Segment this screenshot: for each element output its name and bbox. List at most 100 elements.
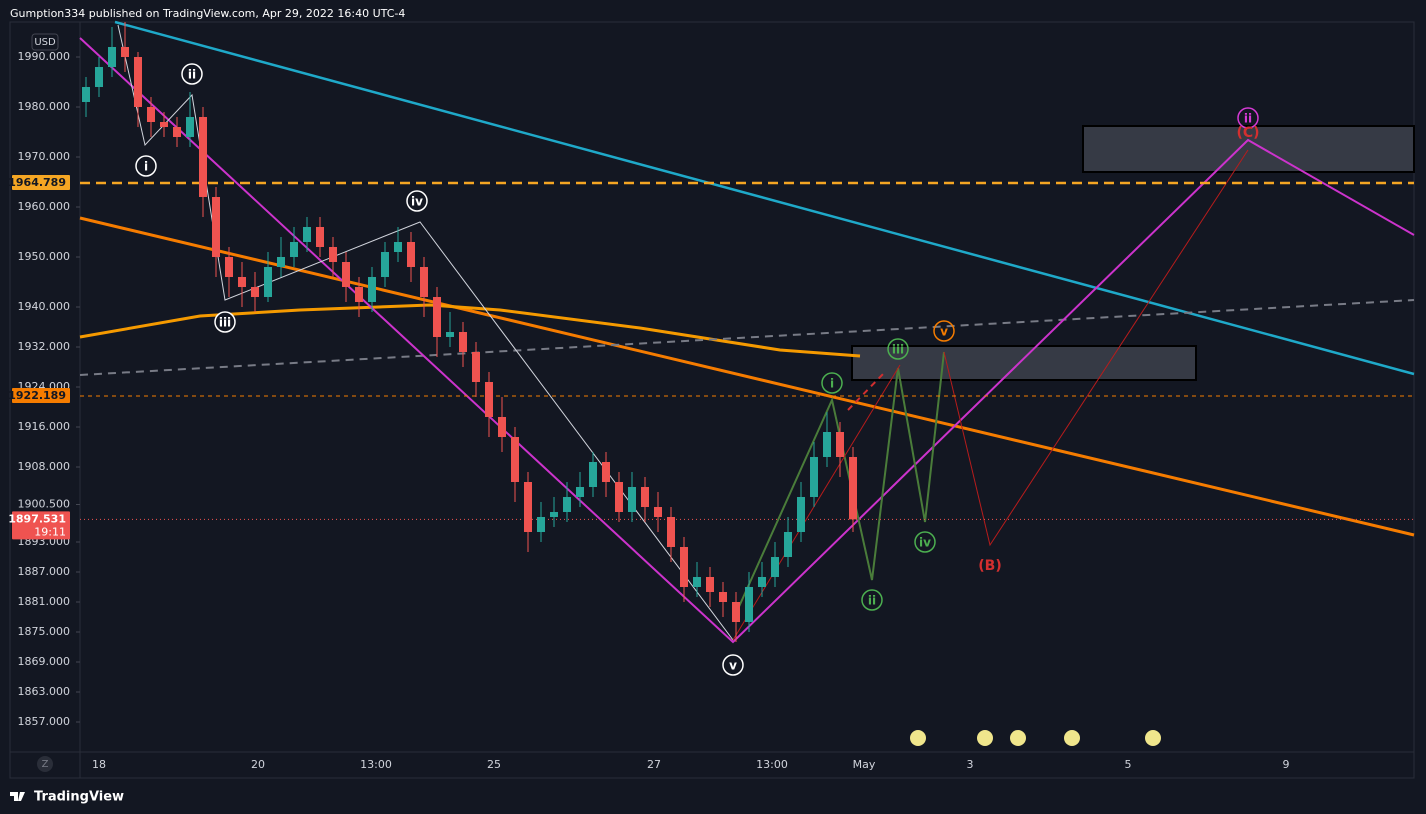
wave-label-circle — [181, 63, 203, 85]
candle-body — [628, 487, 636, 512]
y-tick-label: 1932.000 — [18, 340, 71, 353]
wave-label: i — [144, 160, 148, 174]
candle-body — [524, 482, 532, 532]
x-tick-label: 5 — [1125, 758, 1132, 771]
candle-body — [147, 107, 155, 122]
candle-body — [342, 262, 350, 287]
x-tick-label: May — [853, 758, 876, 771]
scale-button-bg[interactable] — [37, 756, 53, 772]
candle-body — [459, 332, 467, 352]
scale-button[interactable]: Z — [42, 759, 49, 770]
event-icon — [977, 730, 993, 746]
candle-body — [680, 547, 688, 587]
candle-body — [732, 602, 740, 622]
candle-body — [173, 127, 181, 137]
wave-label: v — [729, 659, 737, 673]
candle-body — [472, 352, 480, 382]
x-tick-label: 27 — [647, 758, 661, 771]
wave-line — [117, 24, 734, 641]
y-tick-label: 1887.000 — [18, 565, 71, 578]
candle-body — [576, 487, 584, 497]
candle-body — [95, 67, 103, 87]
wave-label: ii — [1244, 112, 1252, 126]
candle-body — [251, 287, 259, 297]
wave-label-circle — [135, 155, 157, 177]
event-icon — [1064, 730, 1080, 746]
drawings — [79, 20, 1415, 644]
candle-body — [238, 277, 246, 287]
candle-body — [368, 277, 376, 302]
candle-body — [264, 267, 272, 297]
price-tag — [12, 511, 70, 540]
candle-body — [407, 242, 415, 267]
zone-box — [851, 345, 1197, 381]
candle-body — [511, 437, 519, 482]
x-tick-label: 18 — [92, 758, 106, 771]
wave-label: (C) — [1236, 125, 1259, 141]
trend-line — [79, 299, 1415, 376]
y-tick-label: 1881.000 — [18, 595, 71, 608]
candle-body — [420, 267, 428, 297]
price-tag — [12, 175, 70, 191]
wave-label-circle — [214, 311, 236, 333]
candle-body — [186, 117, 194, 137]
candle-body — [784, 532, 792, 557]
candle-body — [602, 462, 610, 482]
candle-body — [134, 57, 142, 107]
candle-body — [498, 417, 506, 437]
candle-body — [290, 242, 298, 257]
y-tick-label: 1900.500 — [18, 498, 71, 511]
y-tick-label: 1857.000 — [18, 715, 71, 728]
y-tick-label: 1863.000 — [18, 685, 71, 698]
candle-body — [589, 462, 597, 487]
x-tick-label: 25 — [487, 758, 501, 771]
candle-body — [641, 487, 649, 507]
candle-body — [810, 457, 818, 497]
footer-brand: TradingView — [34, 790, 124, 805]
candle-body — [693, 577, 701, 587]
candle-body — [849, 457, 857, 520]
y-tick-label: 1950.000 — [18, 250, 71, 263]
price-tag-label: 1964.789 — [8, 176, 66, 189]
x-tick-label: 13:00 — [756, 758, 788, 771]
y-tick-label: 1960.000 — [18, 200, 71, 213]
y-tick-label: 1916.000 — [18, 420, 71, 433]
wave-line — [732, 351, 945, 621]
candle-body — [108, 47, 116, 67]
price-tag — [12, 388, 70, 404]
moving-average — [79, 303, 861, 358]
projection-line — [847, 371, 886, 411]
candle-body — [160, 122, 168, 127]
wave-label: iv — [919, 536, 931, 550]
candle-body — [745, 587, 753, 622]
wave-label: iii — [892, 343, 904, 357]
wave-label: ii — [188, 68, 196, 82]
candle-body — [212, 197, 220, 257]
x-tick-label: 3 — [967, 758, 974, 771]
candle-body — [303, 227, 311, 242]
wave-label: i — [830, 377, 834, 391]
wave-label-circle — [1237, 107, 1259, 129]
price-tag-label: 1922.189 — [8, 389, 66, 402]
candle-body — [758, 577, 766, 587]
wave-label-circle — [861, 589, 883, 611]
x-tick-label: 9 — [1283, 758, 1290, 771]
candle-body — [797, 497, 805, 532]
channel-line — [79, 37, 1415, 644]
wave-label: iii — [219, 316, 231, 330]
candle-body — [485, 382, 493, 417]
candle-body — [381, 252, 389, 277]
trend-line — [79, 216, 1415, 537]
candle-body — [355, 287, 363, 302]
candle-body — [719, 592, 727, 602]
candle-body — [329, 247, 337, 262]
candle-body — [433, 297, 441, 337]
wave-line — [943, 149, 1249, 547]
brand-logo — [10, 792, 25, 801]
wave-label-circle — [887, 338, 909, 360]
candle-body — [706, 577, 714, 592]
y-tick-label: 1875.000 — [18, 625, 71, 638]
wave-label: (B) — [978, 558, 1001, 574]
